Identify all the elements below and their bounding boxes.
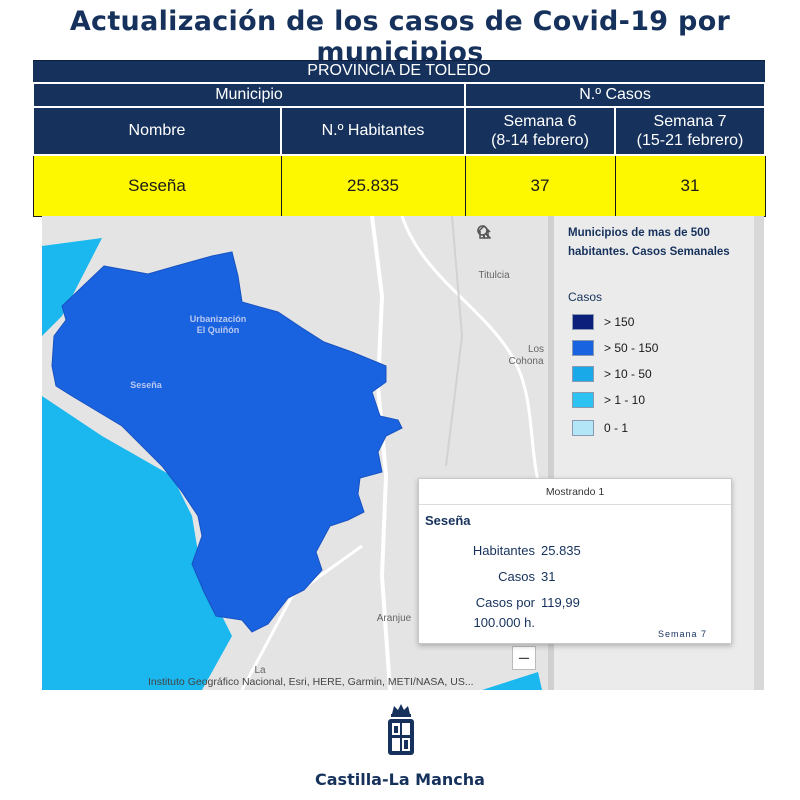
castilla-la-mancha-logo-icon — [388, 704, 414, 755]
nombre-column-header: Nombre — [32, 105, 282, 156]
cell-semana6: 37 — [464, 154, 616, 217]
map-river — [445, 216, 464, 467]
group-header-row: Municipio N.º Casos — [32, 81, 767, 108]
legend-swatch — [572, 420, 594, 436]
legend-swatch — [572, 314, 594, 330]
legend-item-label: > 50 - 150 — [604, 341, 659, 355]
logo-text: Castilla-La Mancha — [315, 770, 485, 789]
neighbor-municipio-southeast[interactable] — [482, 672, 542, 690]
map-label-aranjue: Aranjue — [377, 613, 412, 624]
province-header: PROVINCIA DE TOLEDO — [33, 60, 766, 83]
semana6-header-line2: (8-14 febrero) — [491, 131, 589, 149]
legend-item-label: > 10 - 50 — [604, 367, 652, 381]
map-label-titulcia: Titulcia — [478, 270, 510, 281]
popup-title: Seseña — [425, 513, 471, 528]
semana6-header-line1: Semana 6 — [503, 112, 577, 130]
map-label-cohona: Cohona — [508, 356, 543, 367]
map-attribution: Instituto Geográfico Nacional, Esri, HER… — [148, 676, 474, 688]
popup-casos-por-value: 119,99 — [541, 595, 580, 610]
cell-nombre: Seseña — [32, 154, 282, 217]
legend-cases-label: Casos — [568, 290, 603, 304]
page-title: Actualización de los casos de Covid-19 p… — [69, 6, 731, 68]
map-label-el-quinon: El Quiñón — [197, 325, 240, 335]
legend-item: > 150 — [572, 314, 634, 330]
map-label-urbanizacion: Urbanización — [190, 314, 247, 324]
map-label-sesena: Seseña — [130, 380, 163, 390]
legend-item-label: 0 - 1 — [604, 421, 629, 435]
zoom-out-button[interactable]: – — [512, 646, 536, 670]
legend-swatch — [572, 340, 594, 356]
neighbor-municipio-north[interactable] — [42, 238, 102, 336]
legend-item-label: > 150 — [604, 315, 635, 329]
popup-habitantes-value: 25.835 — [541, 543, 581, 558]
popup-footer: Semana 7 — [657, 629, 707, 639]
legend-item-label: > 1 - 10 — [604, 393, 646, 407]
map-road-secondary — [400, 216, 554, 517]
cell-habitantes: 25.835 — [280, 154, 466, 217]
map-label-los: Los — [528, 344, 544, 355]
popup-header: Mostrando 1 — [419, 479, 731, 505]
popup-habitantes-label: Habitantes — [472, 543, 535, 558]
legend-item: > 1 - 10 — [572, 392, 645, 408]
popup-casos-label: Casos — [498, 569, 535, 584]
legend-swatch — [572, 392, 594, 408]
neighbor-municipio-west[interactable] — [42, 396, 232, 690]
legend-scrollbar[interactable] — [754, 216, 764, 690]
cell-semana7: 31 — [614, 154, 766, 217]
legend-item: > 10 - 50 — [572, 366, 652, 382]
semana7-column-header: Semana 7 (15-21 febrero) — [613, 105, 767, 156]
cases-table: PROVINCIA DE TOLEDO Municipio N.º Casos … — [32, 60, 767, 217]
casos-group-header: N.º Casos — [463, 81, 767, 108]
legend-swatch — [572, 366, 594, 382]
info-popup: Mostrando 1 Seseña Habitantes 25.835 Cas… — [418, 478, 732, 644]
map-view[interactable]: Urbanización El Quiñón Seseña Titulcia L… — [42, 216, 554, 690]
map-canvas[interactable]: Urbanización El Quiñón Seseña Titulcia L… — [42, 216, 554, 690]
semana6-column-header: Semana 6 (8-14 febrero) — [464, 105, 616, 156]
sesena-municipio-polygon[interactable] — [51, 251, 403, 633]
semana7-header-line2: (15-21 febrero) — [636, 131, 744, 149]
popup-casos-value: 31 — [541, 569, 556, 584]
map-label-la: La — [254, 665, 266, 676]
popup-casos-por-label-line2: 100.000 h. — [473, 615, 535, 630]
legend-title: Municipios de mas de 500 habitantes. Cas… — [568, 227, 730, 258]
popup-casos-por-label-line1: Casos por — [475, 595, 535, 610]
municipio-group-header: Municipio — [32, 81, 466, 108]
column-header-row: Nombre N.º Habitantes Semana 6 (8-14 feb… — [32, 105, 767, 156]
map-toolbar — [476, 224, 534, 248]
semana7-header-line1: Semana 7 — [653, 112, 727, 130]
province-header-row: PROVINCIA DE TOLEDO — [33, 60, 766, 83]
table-row: Seseña 25.835 37 31 — [32, 154, 766, 217]
legend-item: > 50 - 150 — [572, 340, 658, 356]
home-icon[interactable] — [477, 224, 534, 248]
legend-item: 0 - 1 — [572, 420, 628, 436]
habitantes-column-header: N.º Habitantes — [280, 105, 466, 156]
